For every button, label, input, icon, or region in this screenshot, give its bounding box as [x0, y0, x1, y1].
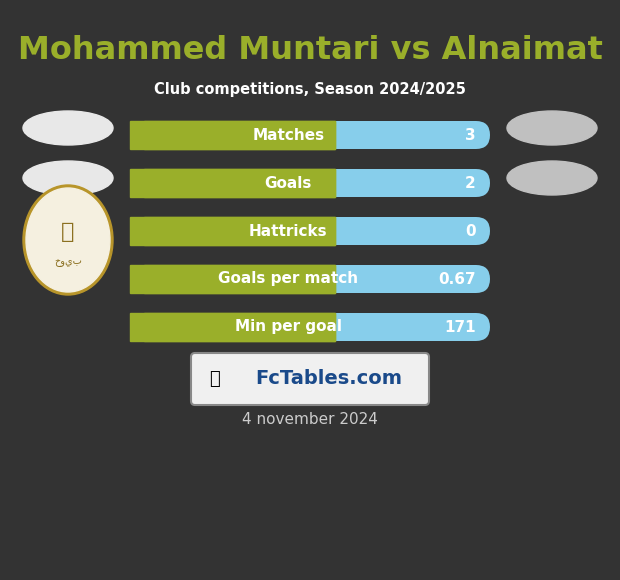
- Text: 2: 2: [465, 176, 476, 190]
- Ellipse shape: [26, 188, 110, 292]
- Bar: [130, 169, 335, 197]
- Text: Min per goal: Min per goal: [235, 320, 342, 335]
- Text: 3: 3: [466, 128, 476, 143]
- Text: Matches: Matches: [252, 128, 324, 143]
- Bar: [130, 313, 335, 341]
- Text: Goals per match: Goals per match: [218, 271, 358, 287]
- Text: 0: 0: [466, 223, 476, 238]
- FancyBboxPatch shape: [130, 217, 490, 245]
- FancyBboxPatch shape: [130, 169, 310, 197]
- Bar: [144, 265, 335, 293]
- Text: خويب: خويب: [54, 257, 82, 267]
- FancyBboxPatch shape: [130, 169, 490, 197]
- Bar: [130, 217, 335, 245]
- Text: Club competitions, Season 2024/2025: Club competitions, Season 2024/2025: [154, 82, 466, 97]
- Bar: [144, 313, 335, 341]
- Bar: [130, 121, 335, 149]
- Ellipse shape: [507, 161, 597, 195]
- Ellipse shape: [23, 161, 113, 195]
- Ellipse shape: [507, 111, 597, 145]
- FancyBboxPatch shape: [130, 121, 310, 149]
- Ellipse shape: [23, 185, 113, 295]
- Text: Mohammed Muntari vs Alnaimat: Mohammed Muntari vs Alnaimat: [17, 35, 603, 66]
- Text: 📊: 📊: [210, 370, 220, 388]
- Ellipse shape: [23, 111, 113, 145]
- FancyBboxPatch shape: [130, 217, 310, 245]
- Bar: [144, 169, 335, 197]
- Text: 171: 171: [445, 320, 476, 335]
- Text: 🕊: 🕊: [61, 222, 74, 242]
- FancyBboxPatch shape: [191, 353, 429, 405]
- FancyBboxPatch shape: [130, 313, 310, 341]
- Bar: [144, 121, 335, 149]
- FancyBboxPatch shape: [130, 121, 490, 149]
- Text: 4 november 2024: 4 november 2024: [242, 412, 378, 427]
- FancyBboxPatch shape: [130, 265, 490, 293]
- Bar: [144, 217, 335, 245]
- Text: Goals: Goals: [265, 176, 312, 190]
- Bar: [130, 265, 335, 293]
- FancyBboxPatch shape: [130, 313, 490, 341]
- FancyBboxPatch shape: [130, 265, 310, 293]
- Text: FcTables.com: FcTables.com: [255, 369, 402, 389]
- Text: Hattricks: Hattricks: [249, 223, 328, 238]
- Text: 0.67: 0.67: [438, 271, 476, 287]
